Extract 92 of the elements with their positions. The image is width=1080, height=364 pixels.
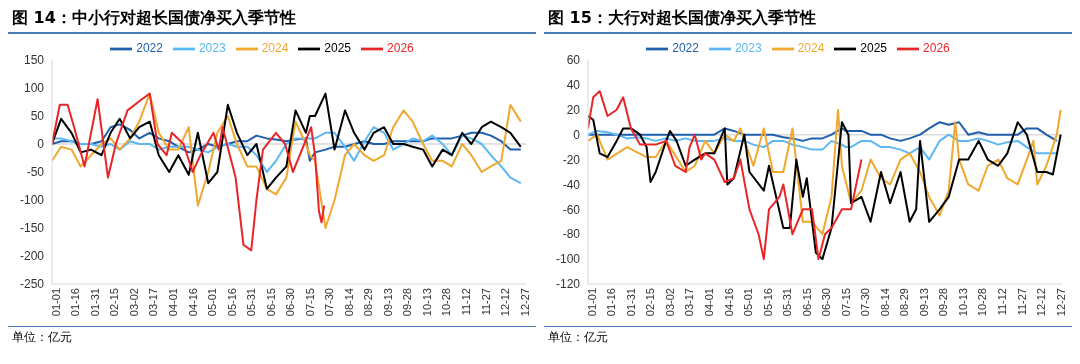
y-tick-label: -100 — [555, 252, 581, 267]
x-tick-label: 11-27 — [479, 288, 492, 316]
legend-label: 2026 — [387, 41, 414, 56]
x-tick-label: 11-27 — [1015, 288, 1028, 316]
y-tick-label: 0 — [37, 137, 45, 152]
x-tick-label: 12-12 — [1035, 288, 1048, 317]
x-tick-label: 07-30 — [859, 288, 872, 317]
chart-title: 图 14：中小行对超长国债净买入季节性 — [8, 8, 536, 34]
x-tick-label: 08-14 — [342, 288, 355, 317]
x-tick-label: 10-28 — [440, 288, 453, 317]
legend-label: 2022 — [136, 41, 163, 56]
x-tick-label: 09-13 — [381, 288, 394, 317]
x-tick-label: 02-15 — [108, 288, 121, 317]
line-series — [588, 129, 1058, 161]
x-tick-label: 11-12 — [996, 288, 1008, 316]
x-tick-label: 11-12 — [460, 288, 472, 316]
x-tick-label: 10-13 — [956, 288, 969, 317]
x-tick-label: 04-01 — [703, 288, 716, 317]
x-tick-label: 09-28 — [401, 288, 414, 317]
line-series — [52, 126, 522, 185]
x-tick-label: 12-27 — [1054, 288, 1067, 317]
x-tick-label: 06-15 — [800, 288, 813, 317]
line-series — [588, 115, 1062, 261]
x-tick-label: 12-12 — [499, 288, 512, 317]
legend-label: 2026 — [923, 41, 950, 56]
y-tick-label: -20 — [562, 152, 581, 167]
y-tick-label: 0 — [573, 127, 581, 142]
x-tick-label: 06-15 — [264, 288, 277, 317]
x-tick-label: 02-15 — [644, 288, 657, 317]
y-tick-label: -50 — [26, 165, 45, 180]
x-tick-label: 05-01 — [206, 288, 219, 317]
x-tick-label: 01-01 — [585, 288, 598, 317]
x-tick-label: 10-28 — [976, 288, 989, 317]
x-tick-label: 09-13 — [917, 288, 930, 317]
x-tick-label: 08-29 — [362, 288, 375, 317]
y-tick-label: 40 — [566, 78, 581, 93]
y-tick-label: -80 — [562, 227, 581, 242]
x-tick-label: 06-30 — [820, 288, 833, 317]
x-tick-label: 01-16 — [69, 288, 82, 317]
text: 单位：亿元 — [548, 330, 608, 344]
x-tick-label: 07-30 — [323, 288, 336, 317]
line-series — [588, 108, 1062, 236]
x-tick-label: 05-01 — [742, 288, 755, 317]
y-tick-label: 150 — [23, 53, 45, 68]
legend-label: 2024 — [797, 41, 825, 56]
x-tick-label: 04-16 — [186, 288, 199, 317]
x-tick-label: 10-13 — [420, 288, 433, 317]
x-tick-label: 05-16 — [225, 288, 238, 317]
y-tick-label: -200 — [19, 249, 45, 264]
y-tick-label: -120 — [555, 277, 581, 292]
x-tick-label: 04-16 — [722, 288, 735, 317]
legend-label: 2023 — [734, 41, 762, 56]
x-tick-label: 08-14 — [878, 288, 891, 317]
legend-label: 2022 — [672, 41, 699, 56]
legend-label: 2025 — [860, 41, 888, 56]
y-tick-label: 100 — [23, 81, 45, 96]
x-tick-label: 05-16 — [761, 288, 774, 317]
x-tick-label: 12-27 — [518, 288, 531, 317]
y-tick-label: 60 — [566, 53, 581, 68]
x-tick-label: 01-31 — [624, 288, 637, 317]
y-tick-label: -40 — [562, 177, 581, 192]
x-tick-label: 04-01 — [167, 288, 180, 317]
y-tick-label: 50 — [30, 109, 45, 124]
y-tick-label: 20 — [566, 103, 581, 118]
legend-label: 2024 — [261, 41, 289, 56]
x-tick-label: 09-28 — [937, 288, 950, 317]
x-tick-label: 05-31 — [781, 288, 794, 317]
line-series — [588, 90, 863, 261]
y-tick-label: -60 — [562, 202, 581, 217]
line-series — [52, 123, 522, 162]
x-tick-label: 03-02 — [663, 288, 676, 317]
y-tick-label: -100 — [19, 193, 45, 208]
x-tick-label: 05-31 — [245, 288, 258, 317]
line-series — [52, 92, 522, 190]
x-tick-label: 06-30 — [284, 288, 297, 317]
y-tick-label: -250 — [19, 277, 45, 292]
x-tick-label: 08-29 — [898, 288, 911, 317]
legend-label: 2023 — [198, 41, 226, 56]
legend-label: 2025 — [324, 41, 352, 56]
x-tick-label: 01-31 — [88, 288, 101, 317]
x-tick-label: 01-16 — [605, 288, 618, 317]
x-tick-label: 03-17 — [147, 288, 160, 317]
line-series — [52, 92, 326, 252]
text: 单位：亿元 — [12, 330, 72, 344]
y-tick-label: -150 — [19, 221, 45, 236]
x-tick-label: 01-01 — [49, 288, 62, 317]
x-tick-label: 07-15 — [839, 288, 852, 317]
x-tick-label: 07-15 — [303, 288, 316, 317]
x-tick-label: 03-17 — [683, 288, 696, 317]
x-tick-label: 03-02 — [127, 288, 140, 317]
line-series — [588, 121, 1058, 142]
chart-title: 图 15：大行对超长国债净买入季节性 — [544, 8, 1072, 34]
